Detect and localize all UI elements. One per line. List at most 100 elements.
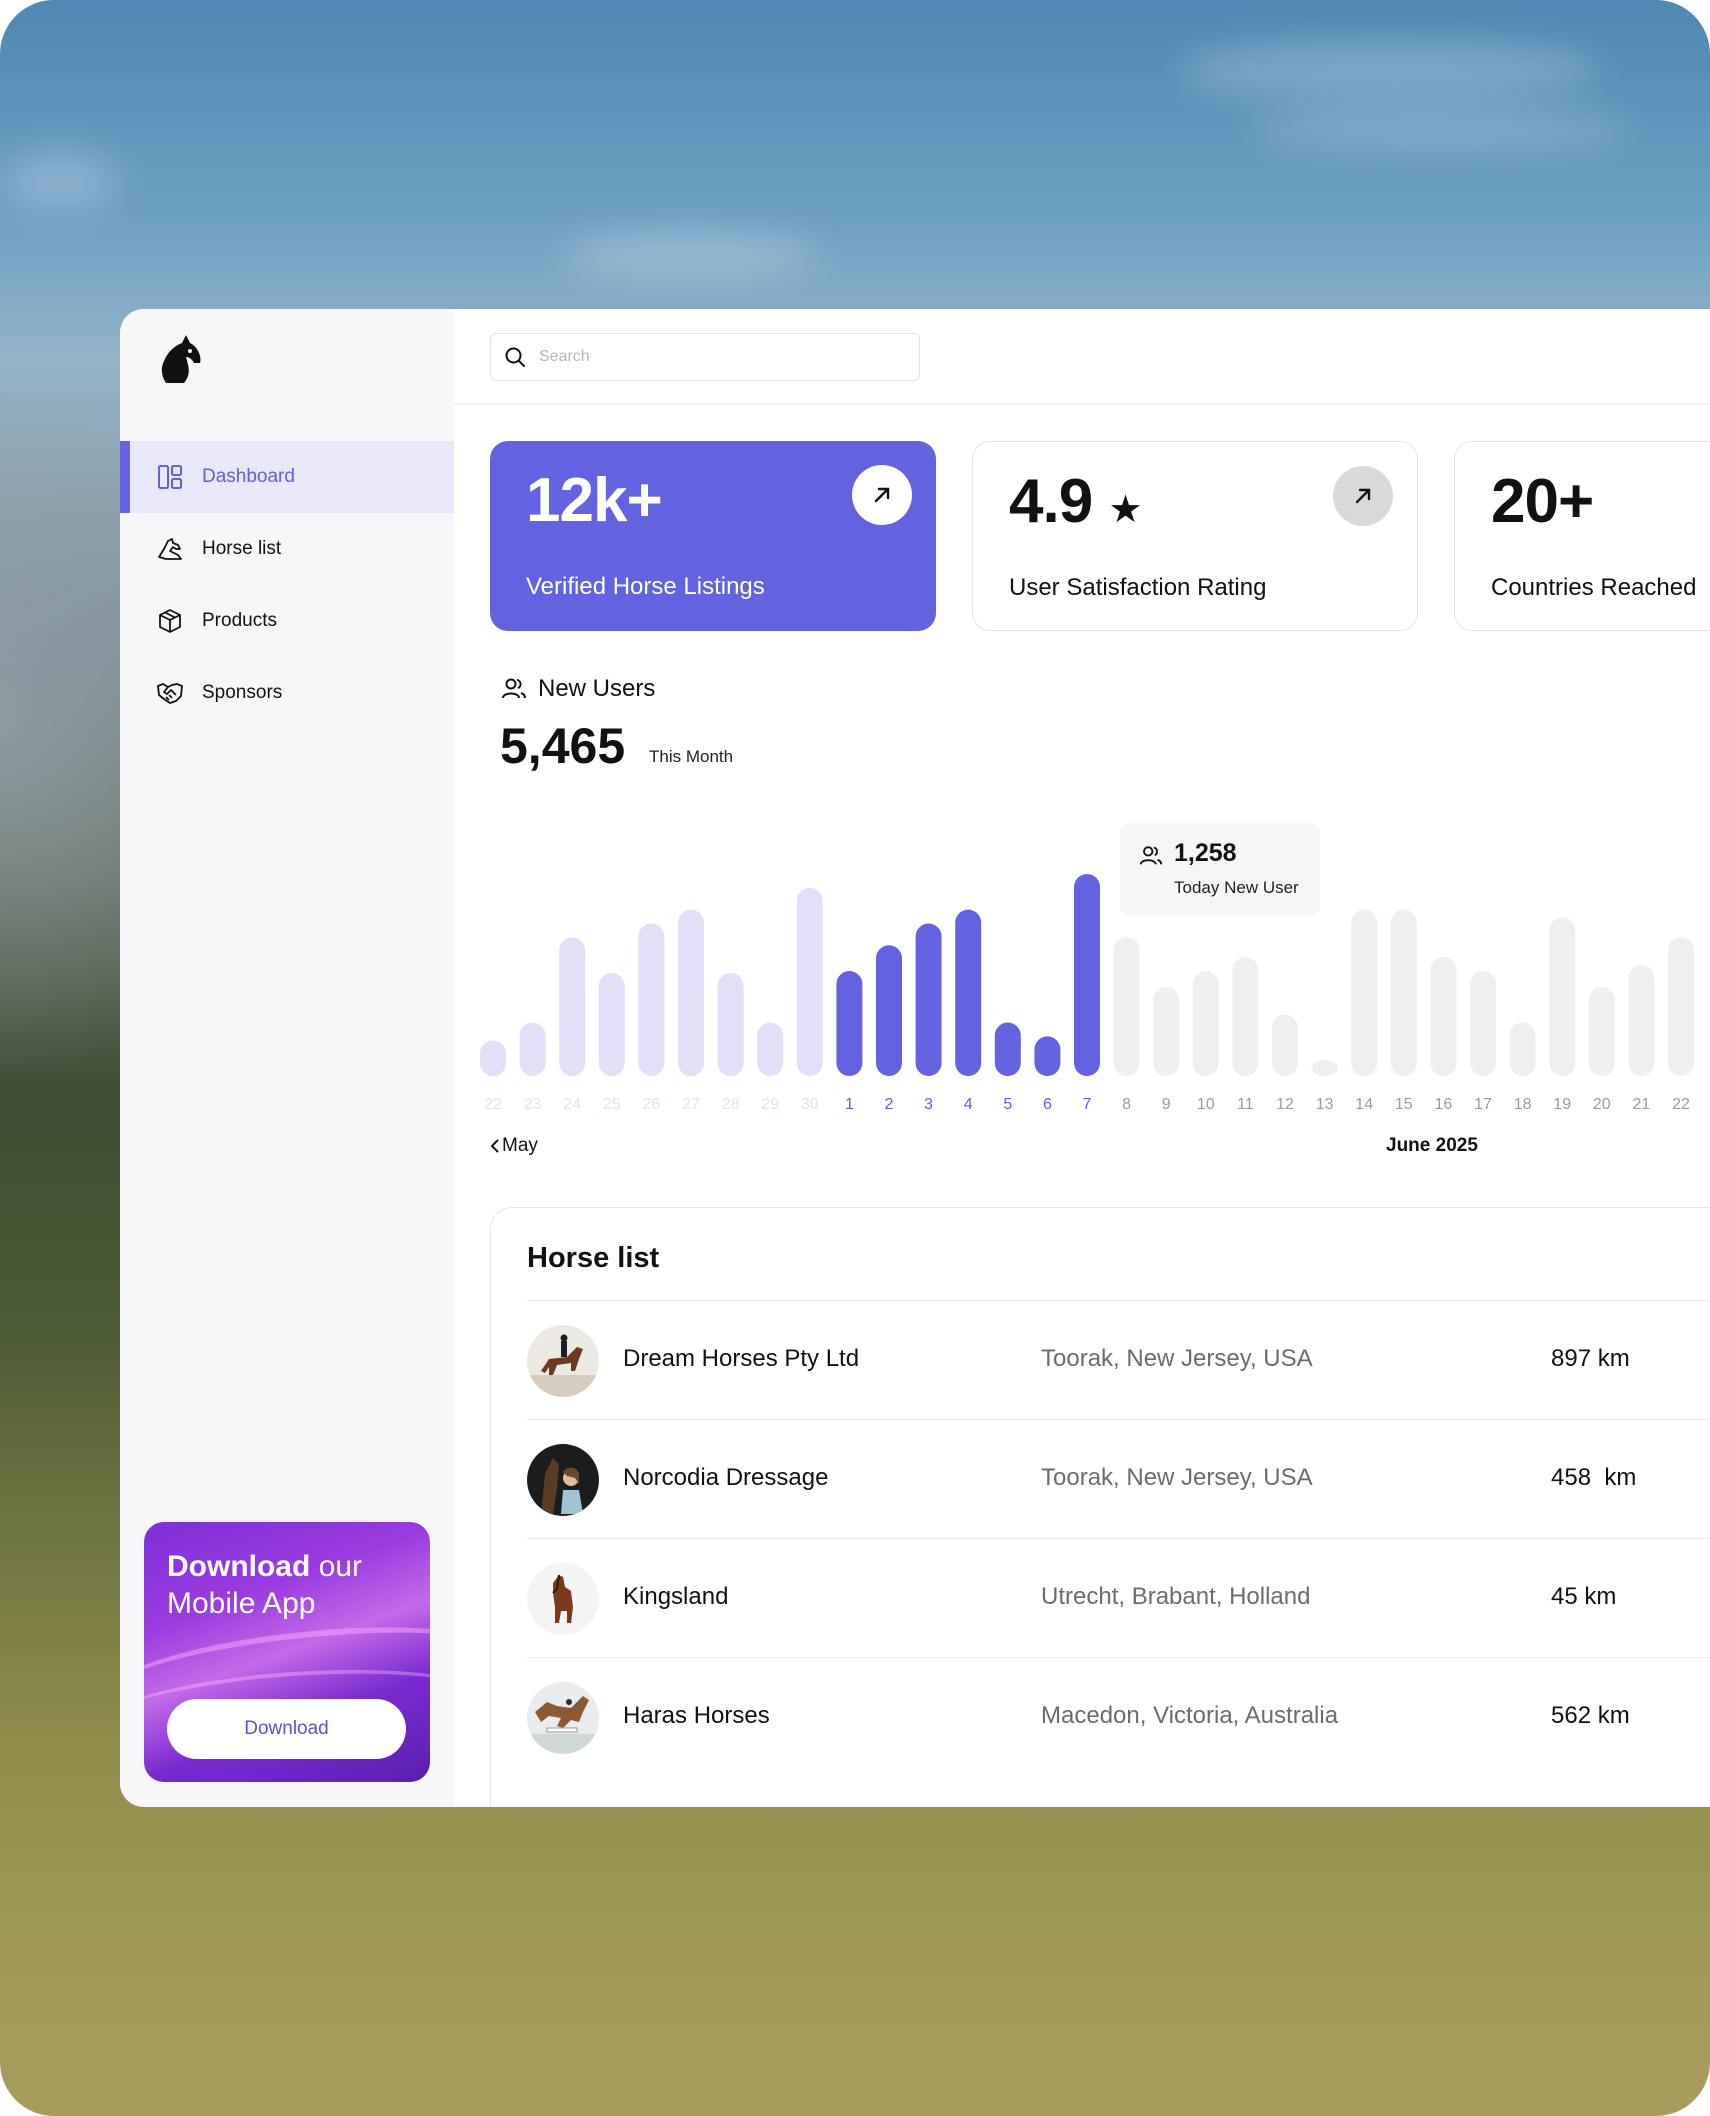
chart-day-label: 27 (682, 1096, 700, 1113)
chart-bar[interactable] (598, 973, 625, 1076)
chart-bar[interactable] (678, 909, 704, 1076)
chart-bar[interactable] (994, 1022, 1021, 1076)
sidebar-item-label: Sponsors (202, 682, 283, 703)
star-icon: ★ (1108, 489, 1142, 531)
sidebar-item-sponsors[interactable]: Sponsors (120, 657, 454, 729)
new-users-bar-chart: 22 23 24 25 26 27 28 29 30 1 2 3 4 5 6 7 8 9 10 11 12 13 14 15 1… (480, 874, 1694, 1113)
chart-bar[interactable] (1034, 1036, 1061, 1076)
chart-day-label: 9 (1162, 1096, 1171, 1113)
chart-bar[interactable] (1549, 917, 1576, 1076)
chart-bar[interactable] (1470, 971, 1496, 1076)
main-content: 12k+ Verified Horse Listings 4.9 ★ User … (454, 309, 1710, 1807)
search-input[interactable] (537, 347, 919, 367)
chart-day-label: 2 (885, 1096, 894, 1113)
arrow-up-right-icon[interactable] (1333, 466, 1393, 526)
chart-day-label: 25 (603, 1096, 621, 1113)
horse-avatar (527, 1682, 599, 1754)
chart-day-label: 7 (1083, 1096, 1092, 1113)
chart-bar[interactable] (757, 1022, 784, 1076)
chart-day-label: 28 (722, 1096, 740, 1113)
chart-bar[interactable] (1668, 937, 1694, 1076)
stat-label: User Satisfaction Rating (1009, 574, 1267, 601)
chart-bar[interactable] (1272, 1014, 1298, 1076)
search-icon (503, 345, 527, 369)
horse-avatar (527, 1444, 599, 1516)
horse-avatar (527, 1325, 599, 1397)
chart-bar[interactable] (1628, 965, 1655, 1076)
chart-day-label: 8 (1122, 1096, 1131, 1113)
chart-bar[interactable] (915, 923, 942, 1076)
chart-tooltip: 1,258 Today New User (1120, 823, 1320, 916)
chart-bar[interactable] (1192, 971, 1219, 1076)
horse-name: Haras Horses (623, 1702, 770, 1729)
chart-bar[interactable] (1311, 1060, 1338, 1076)
prev-month-button[interactable]: May (488, 1135, 538, 1157)
table-row[interactable]: Haras Horses Macedon, Victoria, Australi… (527, 1657, 1710, 1776)
chart-bar[interactable] (1074, 874, 1100, 1076)
chart-bar[interactable] (1113, 937, 1140, 1076)
chart-bar[interactable] (1153, 986, 1180, 1076)
tooltip-value: 1,258 (1174, 839, 1237, 867)
search-box[interactable] (490, 333, 920, 381)
sidebar-item-dashboard[interactable]: Dashboard (120, 441, 454, 513)
sidebar-item-horse-list[interactable]: Horse list (120, 513, 454, 585)
chart-bar[interactable] (559, 937, 586, 1076)
chart-bar[interactable] (1588, 986, 1615, 1076)
chart-bar[interactable] (836, 971, 863, 1076)
chart-day-label: 22 (484, 1096, 502, 1113)
chart-bar[interactable] (638, 923, 665, 1076)
stat-value: 4.9 ★ (1009, 467, 1143, 536)
chart-day-label: 12 (1276, 1096, 1294, 1113)
stat-label: Countries Reached (1491, 574, 1697, 601)
horse-distance: 562 km (1551, 1702, 1630, 1729)
horse-location: Toorak, New Jersey, USA (1041, 1345, 1313, 1372)
chart-bar[interactable] (1232, 957, 1259, 1076)
stat-card-rating[interactable]: 4.9 ★ User Satisfaction Rating (972, 441, 1418, 631)
horse-name: Dream Horses Pty Ltd (623, 1345, 860, 1372)
dashboard-icon (156, 463, 184, 491)
chart-bar[interactable] (1509, 1022, 1536, 1076)
chart-day-label: 29 (761, 1096, 779, 1113)
sidebar-item-products[interactable]: Products (120, 585, 454, 657)
chart-bar[interactable] (717, 973, 744, 1076)
table-row[interactable]: Norcodia Dressage Toorak, New Jersey, US… (527, 1419, 1710, 1538)
table-row[interactable]: Kingsland Utrecht, Brabant, Holland 45 k… (527, 1538, 1710, 1657)
sidebar-item-label: Horse list (202, 538, 282, 559)
horse-logo-icon[interactable] (156, 333, 204, 387)
prev-month-label: May (502, 1135, 538, 1156)
chart-bar[interactable] (1430, 957, 1457, 1076)
chart-bar[interactable] (1390, 909, 1417, 1076)
chart-day-label: 3 (924, 1096, 933, 1113)
chart-day-label: 19 (1553, 1096, 1571, 1113)
users-icon (500, 675, 528, 703)
current-month-label: June 2025 (1386, 1135, 1478, 1156)
sidebar: Dashboard Horse list Products Sponsors (120, 309, 454, 1807)
chart-bar[interactable] (1351, 909, 1378, 1076)
chart-day-label: 30 (801, 1096, 819, 1113)
horse-distance: 458 km (1551, 1464, 1637, 1491)
stat-value: 12k+ (526, 466, 663, 535)
horse-avatar (527, 1563, 599, 1635)
chart-bar[interactable] (519, 1022, 546, 1076)
chart-bar[interactable] (480, 1040, 506, 1076)
box-icon (156, 607, 184, 635)
chart-day-label: 26 (643, 1096, 661, 1113)
chart-bar[interactable] (796, 887, 823, 1076)
chart-day-label: 21 (1633, 1096, 1651, 1113)
chart-day-label: 24 (563, 1096, 581, 1113)
download-button[interactable]: Download (167, 1699, 406, 1759)
chart-bar[interactable] (876, 945, 902, 1076)
sidebar-item-label: Dashboard (202, 466, 295, 487)
chart-day-label: 4 (964, 1096, 973, 1113)
stat-card-countries[interactable]: 20+ Countries Reached (1454, 441, 1710, 631)
chart-bar[interactable] (955, 909, 982, 1076)
users-icon (1138, 843, 1164, 869)
horse-location: Macedon, Victoria, Australia (1041, 1702, 1339, 1729)
table-row[interactable]: Dream Horses Pty Ltd Toorak, New Jersey,… (527, 1300, 1710, 1419)
chart-day-label: 1 (845, 1096, 854, 1113)
horse-distance: 897 km (1551, 1345, 1630, 1372)
new-users-value: 5,465 (500, 718, 626, 774)
stat-card-listings[interactable]: 12k+ Verified Horse Listings (490, 441, 936, 631)
arrow-up-right-icon[interactable] (852, 465, 912, 525)
top-bar (454, 309, 1710, 405)
